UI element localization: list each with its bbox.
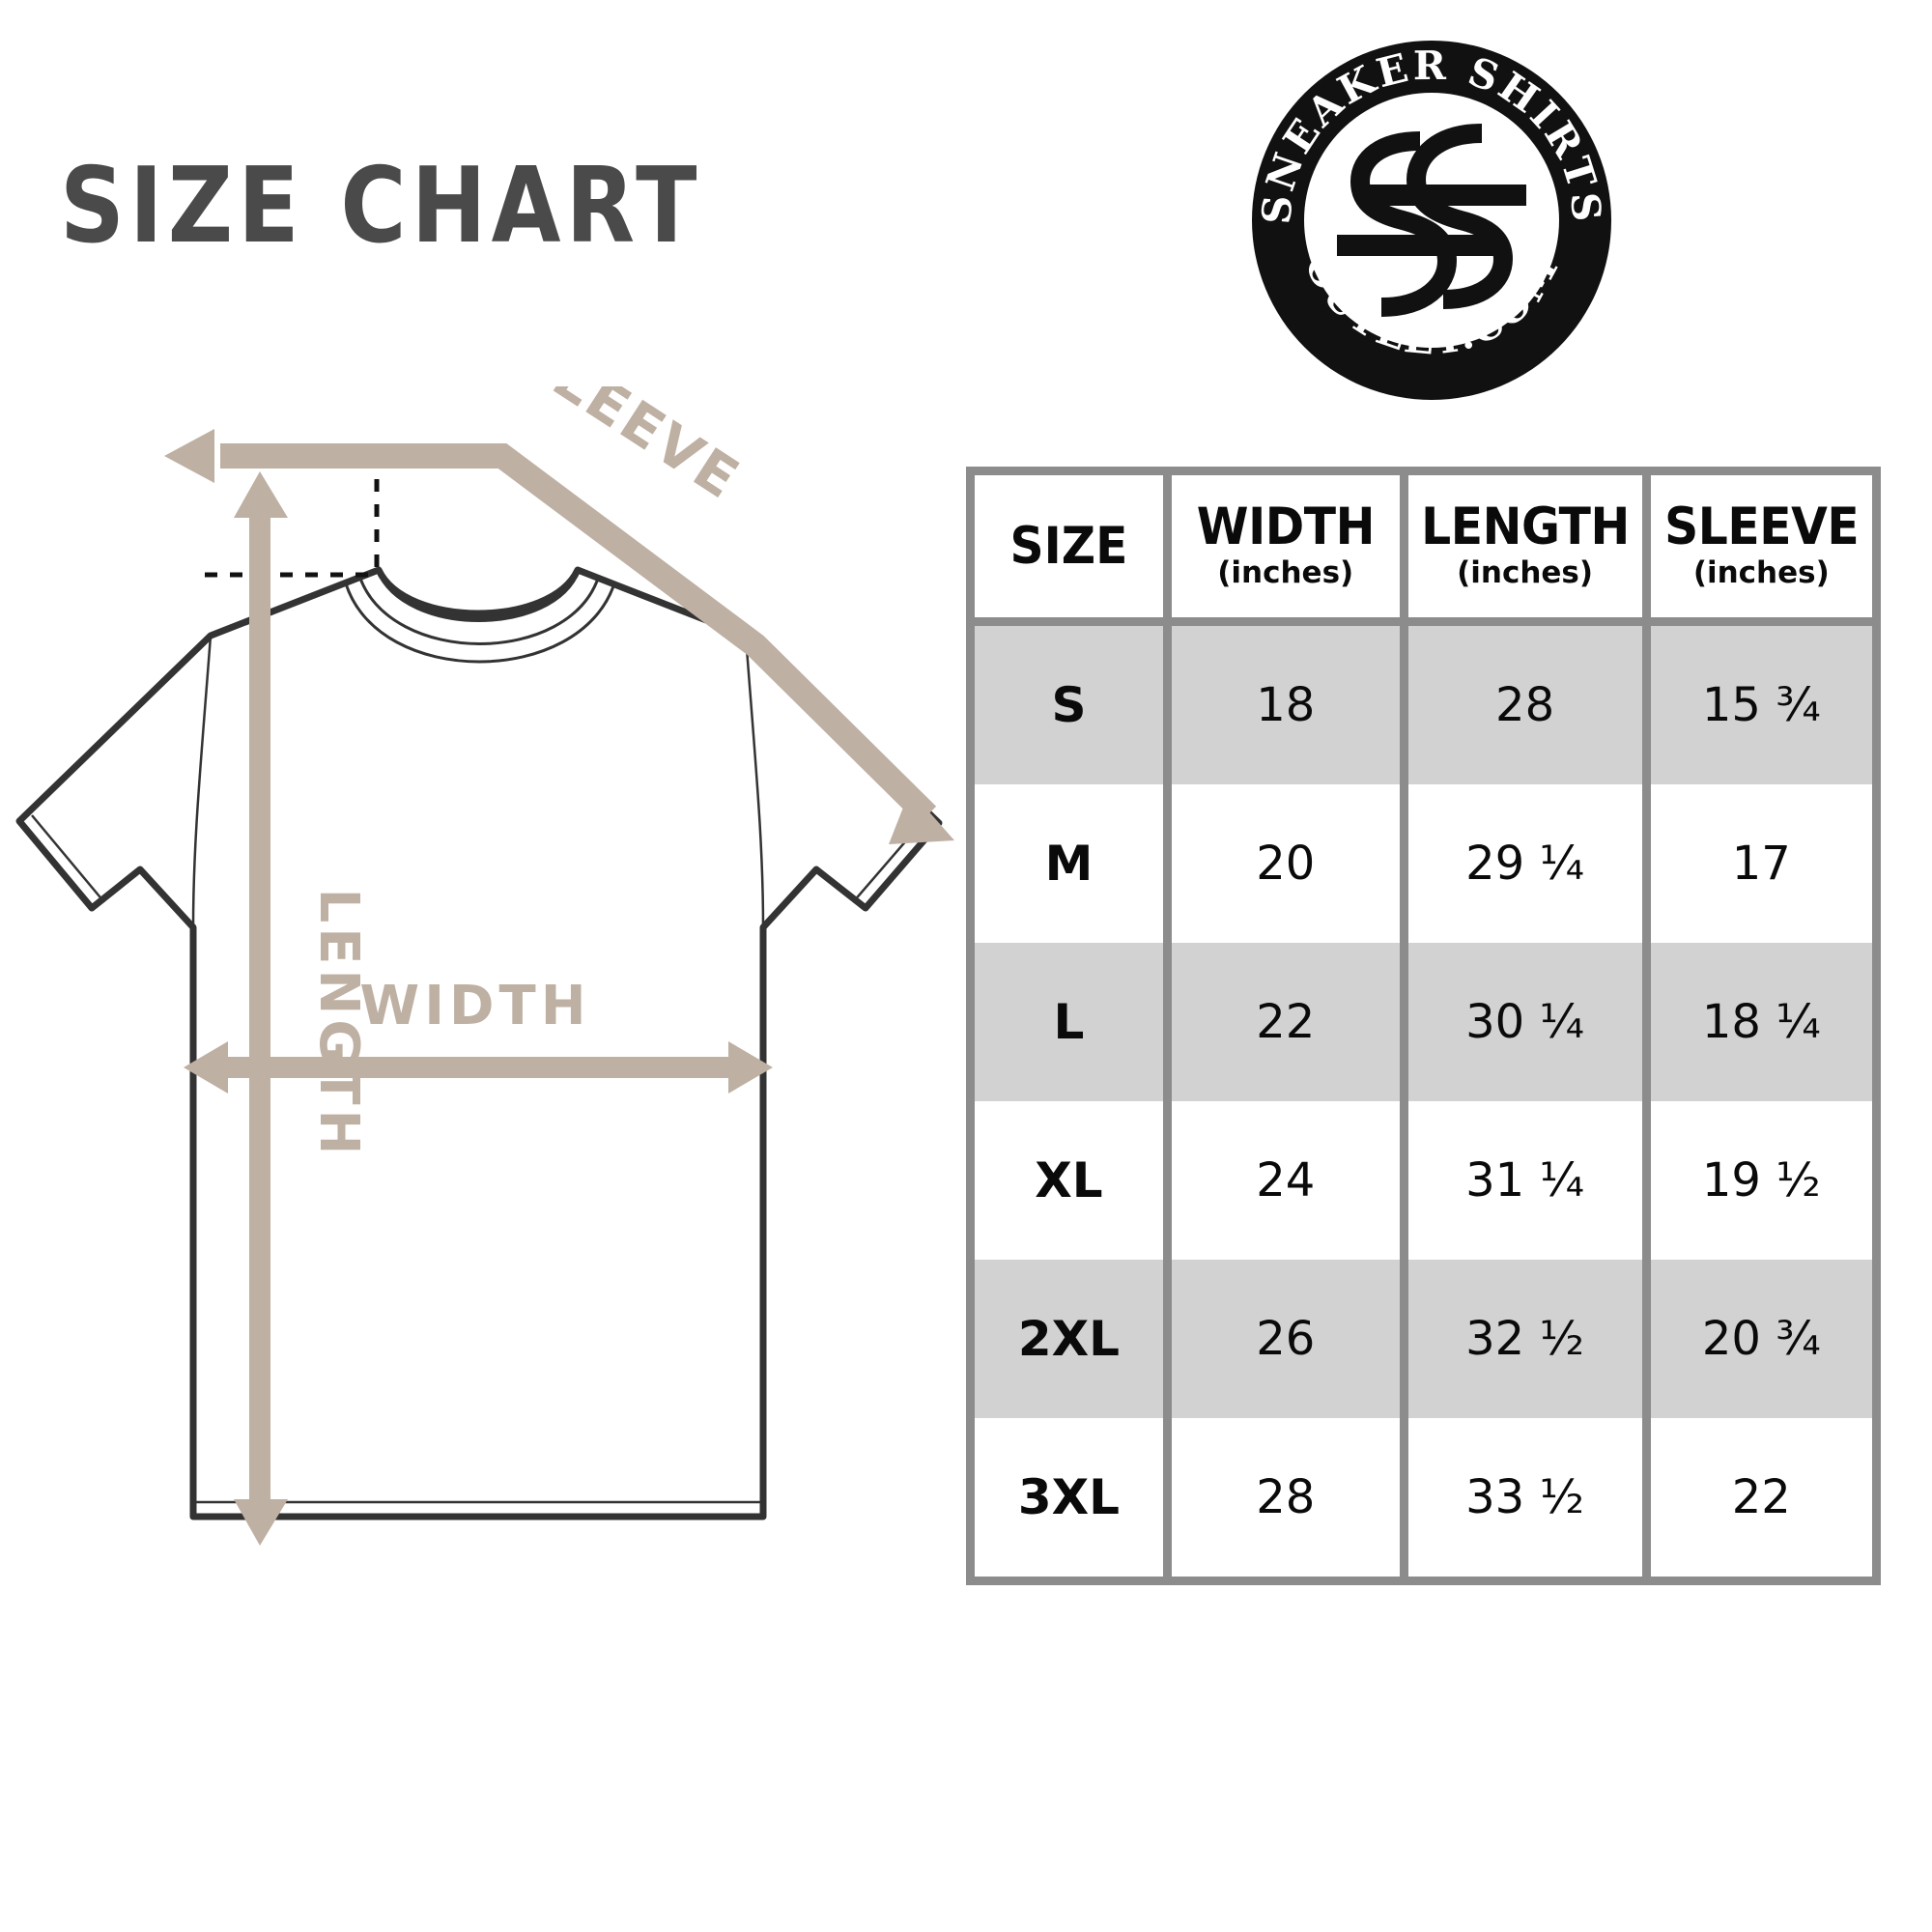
t-shirt-measurement-diagram: SLEEVE WIDTH LENGTH [0, 386, 966, 1662]
column-header-sleeve-label: SLEEVE [1663, 497, 1860, 557]
column-header-length: LENGTH (inches) [1407, 475, 1651, 626]
column-header-width-units: (inches) [1217, 555, 1354, 591]
column-header-size-label: SIZE [1009, 517, 1128, 576]
column-header-width-label: WIDTH [1196, 497, 1376, 557]
width-arrow-head-left [184, 1041, 228, 1094]
cell-size: 3XL [975, 1418, 1172, 1577]
table-row: XL 24 31 ¼ 19 ½ [975, 1101, 1872, 1260]
cell-sleeve: 19 ½ [1650, 1101, 1872, 1260]
cell-sleeve: 20 ¾ [1650, 1260, 1872, 1418]
length-arrow-head-bottom [234, 1499, 288, 1546]
size-table-container: SIZE WIDTH (inches) LENGTH (inches) SLEE… [966, 467, 1881, 1585]
column-header-sleeve-units: (inches) [1692, 555, 1830, 591]
size-table: SIZE WIDTH (inches) LENGTH (inches) SLEE… [966, 467, 1881, 1585]
table-header-row: SIZE WIDTH (inches) LENGTH (inches) SLEE… [975, 475, 1872, 626]
cell-sleeve: 15 ¾ [1650, 626, 1872, 784]
cell-sleeve: 18 ¼ [1650, 943, 1872, 1101]
cell-length: 33 ½ [1407, 1418, 1651, 1577]
cell-length: 30 ¼ [1407, 943, 1651, 1101]
column-header-size: SIZE [975, 475, 1172, 626]
table-row: 2XL 26 32 ½ 20 ¾ [975, 1260, 1872, 1418]
length-measure-arrow [234, 471, 288, 1546]
cell-width: 22 [1171, 943, 1408, 1101]
cell-size: L [975, 943, 1172, 1101]
measure-guide-dashes [205, 454, 380, 580]
sleeve-arrow-shaft [220, 443, 937, 825]
cell-sleeve: 17 [1650, 784, 1872, 943]
cell-length: 32 ½ [1407, 1260, 1651, 1418]
width-measure-arrow [184, 1041, 773, 1094]
length-label: LENGTH [307, 889, 370, 1160]
column-header-length-label: LENGTH [1420, 497, 1630, 557]
cell-size: S [975, 626, 1172, 784]
table-row: S 18 28 15 ¾ [975, 626, 1872, 784]
cell-width: 28 [1171, 1418, 1408, 1577]
sleeve-arrow-head-left [164, 429, 214, 483]
page-title: SIZE CHART [60, 146, 702, 267]
cell-length: 29 ¼ [1407, 784, 1651, 943]
cell-width: 24 [1171, 1101, 1408, 1260]
cell-sleeve: 22 [1650, 1418, 1872, 1577]
column-header-sleeve: SLEEVE (inches) [1650, 475, 1872, 626]
length-arrow-head-top [234, 471, 288, 518]
cell-width: 26 [1171, 1260, 1408, 1418]
table-row: L 22 30 ¼ 18 ¼ [975, 943, 1872, 1101]
cell-length: 31 ¼ [1407, 1101, 1651, 1260]
width-arrow-head-right [728, 1041, 773, 1094]
sneaker-shirts-outlet-logo: SNEAKER SHIRTS OUTLET.COM [1244, 33, 1619, 408]
column-header-width: WIDTH (inches) [1171, 475, 1408, 626]
table-row: M 20 29 ¼ 17 [975, 784, 1872, 943]
cell-length: 28 [1407, 626, 1651, 784]
cell-size: M [975, 784, 1172, 943]
width-label: WIDTH [359, 975, 590, 1037]
sleeve-arrow-head-right [889, 790, 954, 844]
cell-size: 2XL [975, 1260, 1172, 1418]
column-header-length-units: (inches) [1457, 555, 1594, 591]
table-row: 3XL 28 33 ½ 22 [975, 1418, 1872, 1577]
cell-width: 18 [1171, 626, 1408, 784]
cell-width: 20 [1171, 784, 1408, 943]
cell-size: XL [975, 1101, 1172, 1260]
logo-monogram-ss [1337, 124, 1526, 317]
